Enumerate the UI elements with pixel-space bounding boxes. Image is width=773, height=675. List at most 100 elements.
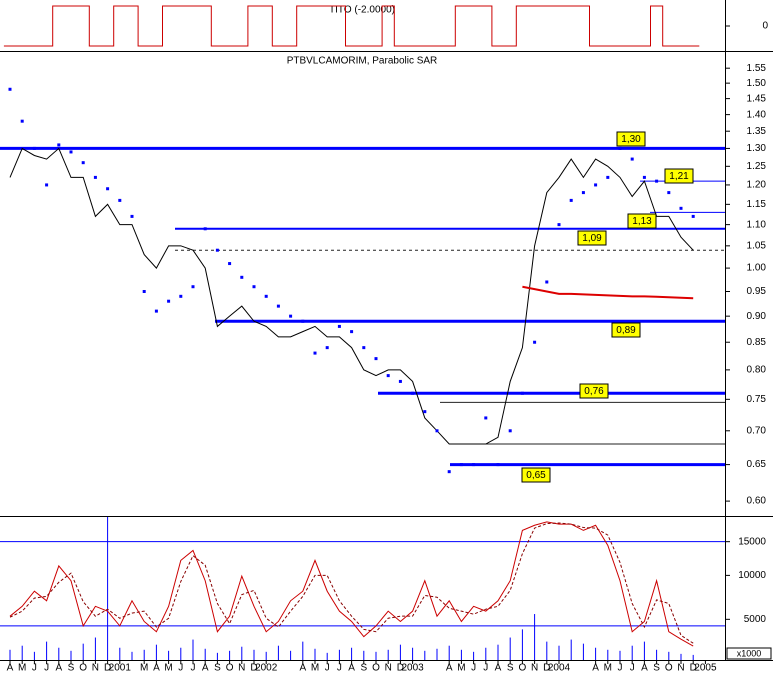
step-line <box>3 5 700 47</box>
sar-dot <box>276 304 280 308</box>
sar-dot <box>106 187 110 191</box>
x-tick-label: 2005 <box>694 663 717 674</box>
x-tick-label: A <box>299 663 306 674</box>
sar-dot <box>93 175 97 179</box>
sar-dot <box>154 309 158 313</box>
sar-dot <box>118 198 122 202</box>
sar-dot <box>581 191 585 195</box>
y-tick-label: 1.25 <box>747 161 767 172</box>
volume-bar <box>424 650 426 660</box>
volume-bar <box>326 652 328 660</box>
level-label: 1,30 <box>621 134 641 145</box>
x-tick-label: S <box>653 663 660 674</box>
volume-bar <box>448 645 450 660</box>
sar-dot <box>630 157 634 161</box>
y-tick-label: 1.10 <box>747 219 767 230</box>
volume-bar <box>46 641 48 660</box>
volume-bar <box>277 645 279 660</box>
series-line <box>9 522 694 644</box>
volume-bar <box>680 653 682 660</box>
level-label: 1,13 <box>632 216 652 227</box>
x-tick-label: S <box>507 663 514 674</box>
x-tick-label: A <box>495 663 502 674</box>
y-tick-label: 0.60 <box>747 496 767 507</box>
y-tick-label: 15000 <box>738 536 766 547</box>
sar-dot <box>691 214 695 218</box>
x-tick-label: D <box>543 663 550 674</box>
volume-bar <box>143 649 145 660</box>
volume-bar <box>509 637 511 660</box>
sar-dot <box>679 206 683 210</box>
volume-bar <box>107 517 109 660</box>
volume-bar <box>619 650 621 660</box>
x-tick-label: S <box>68 663 75 674</box>
volume-bar <box>265 651 267 660</box>
volume-bar <box>119 647 121 660</box>
sar-dot <box>411 391 415 395</box>
sar-dot <box>32 146 36 150</box>
sar-dot <box>203 227 207 231</box>
sar-dot <box>606 175 610 179</box>
y-tick-label: 1.45 <box>747 93 767 104</box>
volume-bar <box>290 650 292 660</box>
sar-dot <box>228 262 232 266</box>
x-tick-label: N <box>92 663 99 674</box>
x-tick-label: J <box>325 663 330 674</box>
volume-bar <box>192 639 194 660</box>
x-tick-label: M <box>18 663 26 674</box>
volume-bar <box>363 650 365 660</box>
x-tick-label: 2004 <box>548 663 571 674</box>
level-label: 0,65 <box>526 470 546 481</box>
volume-bar <box>668 651 670 660</box>
sar-dot <box>69 150 73 154</box>
x-tick-label: J <box>32 663 37 674</box>
x-tick-label: D <box>250 663 257 674</box>
volume-bar <box>399 644 401 660</box>
volume-bar <box>460 649 462 660</box>
x-tick-label: O <box>519 663 527 674</box>
y-tick-label: 1.35 <box>747 126 767 137</box>
x-tick-label: O <box>372 663 380 674</box>
sar-dot <box>447 470 451 474</box>
level-label-box <box>579 383 609 399</box>
sar-dot <box>423 410 427 414</box>
y-tick-label: 1.50 <box>747 78 767 89</box>
x-tick-label: N <box>385 663 392 674</box>
sar-dot <box>240 275 244 279</box>
volume-bar <box>534 614 536 660</box>
y-tick-label: 1.40 <box>747 109 767 120</box>
x-tick-label: A <box>153 663 160 674</box>
volume-bar <box>33 651 35 660</box>
volume-bar <box>558 645 560 660</box>
volume-bar <box>656 649 658 660</box>
volume-bar <box>497 644 499 660</box>
volume-bar <box>546 641 548 660</box>
volume-bar <box>412 647 414 660</box>
volume-bar <box>82 643 84 660</box>
sar-dot <box>81 161 85 165</box>
sar-dot <box>655 179 659 183</box>
x-tick-label: 2001 <box>109 663 132 674</box>
volume-bar <box>351 647 353 660</box>
x-tick-label: 2003 <box>401 663 424 674</box>
sar-dot <box>179 294 183 298</box>
x-tick-label: A <box>55 663 62 674</box>
volume-bar <box>692 654 694 660</box>
sar-dot <box>142 289 146 293</box>
volume-bar <box>643 641 645 660</box>
sar-dot <box>337 324 341 328</box>
sar-dot <box>386 374 390 378</box>
x-tick-label: A <box>202 663 209 674</box>
sar-dot <box>215 248 219 252</box>
sar-dot <box>533 340 537 344</box>
y-tick-label: 0.65 <box>747 459 767 470</box>
volume-bar <box>436 648 438 660</box>
x-tick-label: M <box>604 663 612 674</box>
y-tick-label: 1.20 <box>747 180 767 191</box>
volume-bar <box>253 649 255 660</box>
x-tick-label: J <box>483 663 488 674</box>
level-label-box <box>611 322 641 338</box>
x-tick-label: A <box>7 663 14 674</box>
level-label-box <box>521 467 551 483</box>
x-tick-label: D <box>397 663 404 674</box>
